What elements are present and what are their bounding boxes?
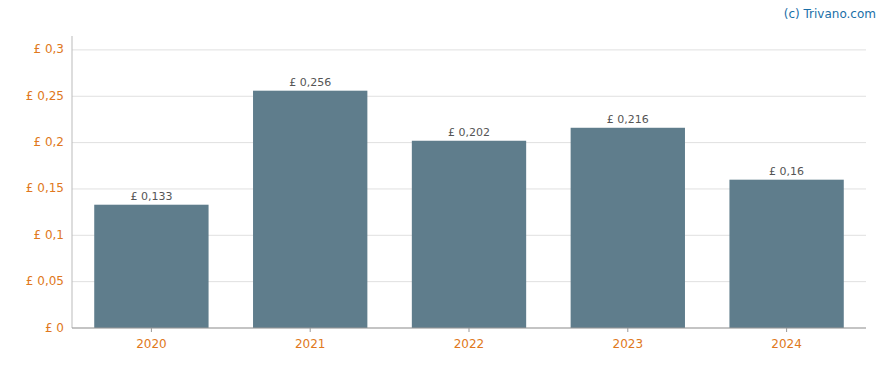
- grid: [72, 50, 866, 328]
- grid-line: [72, 96, 866, 97]
- x-tick: [310, 328, 311, 332]
- bars: [94, 91, 844, 328]
- bar: [94, 205, 208, 328]
- y-tick-label: £ 0,05: [26, 274, 64, 288]
- x-tick-label: 2020: [136, 337, 167, 351]
- chart-container: £ 0 £ 0,05 £ 0,1 £ 0,15 £ 0,2 £ 0,25 £ 0,3 £ 0,…: [0, 0, 888, 370]
- bar: [253, 91, 367, 328]
- bar: [571, 128, 685, 328]
- watermark: (c) Trivano.com: [784, 7, 876, 21]
- x-tick-label: 2023: [613, 337, 644, 351]
- y-tick-label: £ 0,3: [33, 42, 64, 56]
- y-axis-line: [72, 36, 73, 328]
- x-tick-label: 2024: [771, 337, 802, 351]
- y-tick-label: £ 0,15: [26, 181, 64, 195]
- data-label: £ 0,256: [289, 76, 331, 89]
- y-tick-label: £ 0,25: [26, 89, 64, 103]
- data-label: £ 0,202: [448, 126, 490, 139]
- bar: [729, 180, 843, 328]
- data-label: £ 0,133: [130, 190, 172, 203]
- x-tick: [627, 328, 628, 332]
- x-tick: [786, 328, 787, 332]
- x-tick-label: 2022: [454, 337, 485, 351]
- x-axis: 2020 2021 2022 2023 2024: [72, 328, 866, 351]
- y-tick-label: £ 0: [45, 321, 64, 335]
- y-tick-label: £ 0,1: [33, 228, 64, 242]
- chart-svg: £ 0 £ 0,05 £ 0,1 £ 0,15 £ 0,2 £ 0,25 £ 0,3 £ 0,…: [0, 0, 888, 370]
- x-tick-label: 2021: [295, 337, 326, 351]
- data-label: £ 0,216: [607, 113, 649, 126]
- data-labels: £ 0,133 £ 0,256 £ 0,202 £ 0,216 £ 0,16: [130, 76, 804, 203]
- grid-line: [72, 49, 866, 50]
- x-tick: [151, 328, 152, 332]
- y-tick-label: £ 0,2: [33, 135, 64, 149]
- y-axis: £ 0 £ 0,05 £ 0,1 £ 0,15 £ 0,2 £ 0,25 £ 0,3: [26, 36, 72, 335]
- data-label: £ 0,16: [769, 165, 804, 178]
- bar: [412, 141, 526, 328]
- x-tick: [469, 328, 470, 332]
